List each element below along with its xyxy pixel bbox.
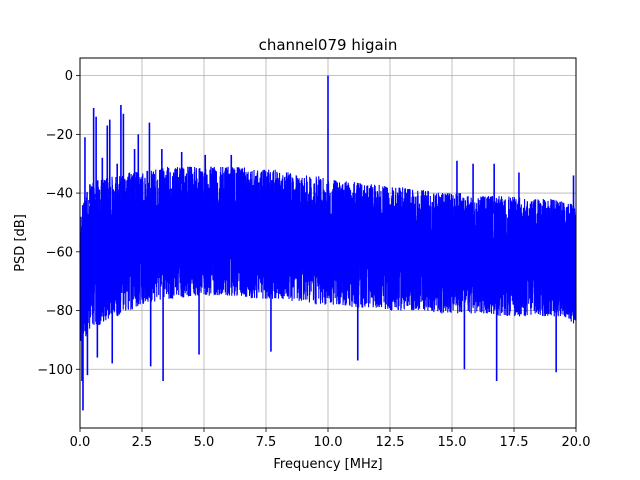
y-tick-label: 0 [65,69,73,84]
x-tick-label: 15.0 [438,435,467,450]
x-tick-label: 2.5 [132,435,153,450]
psd-trace [79,166,577,342]
x-tick-label: 7.5 [256,435,277,450]
axis-ticks: 0.0 2.5 5.0 7.5 10.0 12.5 15.0 17.5 20.0 0 −20 −40 −… [37,69,590,450]
x-tick-label: 17.5 [500,435,529,450]
y-tick-label: −20 [46,128,73,143]
y-tick-label: −100 [37,363,73,378]
chart-title: channel079 higain [259,36,398,54]
y-tick-label: −80 [46,304,73,319]
x-axis-label: Frequency [MHz] [273,457,382,472]
x-tick-label: 10.0 [314,435,343,450]
y-tick-label: −60 [46,245,73,260]
x-tick-label: 20.0 [562,435,591,450]
x-tick-label: 12.5 [376,435,405,450]
psd-series [79,75,577,411]
y-tick-label: −40 [46,187,73,202]
x-tick-label: 0.0 [70,435,91,450]
y-axis-label: PSD [dB] [13,214,28,272]
x-tick-label: 5.0 [194,435,215,450]
